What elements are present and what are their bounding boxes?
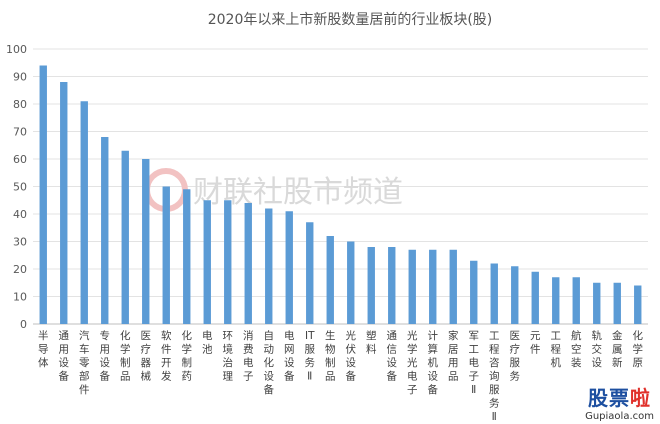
y-tick-label: 70	[13, 126, 27, 139]
bar	[470, 260, 478, 324]
y-tick-label: 100	[6, 43, 27, 56]
x-tick-label: 军工电子 Ⅱ	[469, 330, 480, 396]
bar	[244, 203, 252, 324]
bar	[634, 285, 642, 324]
y-tick-label: 0	[20, 318, 27, 331]
x-tick-label: 环境治理	[223, 330, 234, 383]
x-tick-label: 通信设备	[387, 330, 398, 383]
bar	[408, 249, 416, 324]
bar	[224, 200, 232, 324]
x-tick-label: 医疗器械	[141, 330, 152, 383]
logo-url: Gupiaola.com	[585, 411, 654, 422]
bar	[367, 247, 375, 324]
x-tick-label: 消费电子	[243, 329, 254, 383]
logo-main: 股票	[588, 386, 631, 410]
bar	[347, 241, 355, 324]
bar	[39, 65, 47, 324]
y-tick-label: 30	[13, 236, 27, 249]
y-tick-label: 80	[13, 98, 27, 111]
x-tick-label: 光伏设备	[346, 329, 357, 383]
x-tick-label: 工程咨询服务 Ⅱ	[489, 330, 500, 423]
bar	[552, 277, 560, 324]
bar	[449, 249, 457, 324]
x-tick-label: 半导体	[38, 329, 49, 369]
x-tick-label: 金属新	[612, 329, 623, 369]
y-axis: 0 10 20 30 40 50 60 70 80 90 100	[6, 43, 27, 331]
bar	[306, 222, 314, 324]
bar	[265, 208, 273, 324]
grid-lines	[33, 48, 648, 325]
y-tick-label: 40	[13, 208, 27, 221]
x-tick-label: 生物制品	[325, 329, 336, 383]
logo-accent: 啦	[630, 386, 652, 410]
bar	[285, 211, 293, 324]
x-tick-label: 自动化设备	[264, 329, 275, 396]
x-tick-label: 化学制品	[120, 329, 131, 383]
x-tick-label: 化学制药	[182, 329, 193, 383]
y-tick-label: 60	[13, 153, 27, 166]
bar	[121, 150, 129, 324]
chart-title: 2020年以来上市新股数量居前的行业板块(股)	[208, 11, 493, 28]
bar	[572, 277, 580, 324]
bar	[326, 236, 334, 324]
x-tick-label: 医疗服务	[510, 330, 521, 383]
bar	[429, 249, 437, 324]
y-tick-label: 10	[13, 291, 27, 304]
x-tick-label: 计算机设备	[428, 329, 439, 396]
x-tick-label: 工程机	[551, 330, 562, 369]
x-tick-label: 轨交设	[592, 329, 603, 369]
x-tick-label: 专用设备	[100, 329, 111, 383]
bar	[101, 137, 109, 324]
bar	[388, 247, 396, 324]
x-tick-label: 化学原	[633, 329, 644, 369]
bar	[60, 82, 68, 324]
x-tick-label: 电网设备	[284, 329, 295, 383]
x-tick-label: 软件开发	[161, 329, 172, 383]
x-tick-label: 电池	[202, 329, 213, 356]
x-tick-label: 塑料	[366, 329, 377, 356]
bar	[531, 271, 539, 324]
bar	[490, 263, 498, 324]
x-tick-label: 光学光电子	[407, 329, 418, 396]
x-axis: 半导体通用设备汽车零部件专用设备化学制品医疗器械软件开发化学制药电池环境治理消费…	[38, 329, 644, 423]
x-tick-label: 家居用品	[448, 329, 459, 383]
bar	[183, 189, 191, 324]
x-tick-label: IT 服务 Ⅱ	[305, 330, 316, 383]
corner-logo: 股票啦 Gupiaola.com	[585, 382, 654, 422]
y-tick-label: 20	[13, 263, 27, 276]
x-tick-label: 航空装	[571, 329, 582, 369]
y-tick-label: 50	[13, 181, 27, 194]
bar	[593, 282, 601, 324]
x-tick-label: 通用设备	[59, 330, 70, 383]
bars	[39, 65, 642, 324]
y-tick-label: 90	[13, 71, 27, 84]
bar	[162, 186, 170, 324]
bar	[80, 101, 88, 324]
bar	[511, 266, 519, 324]
x-tick-label: 元件	[530, 330, 541, 356]
x-tick-label: 汽车零部件	[79, 329, 90, 396]
bar	[613, 282, 621, 324]
bar	[203, 200, 211, 324]
bar	[142, 159, 150, 324]
